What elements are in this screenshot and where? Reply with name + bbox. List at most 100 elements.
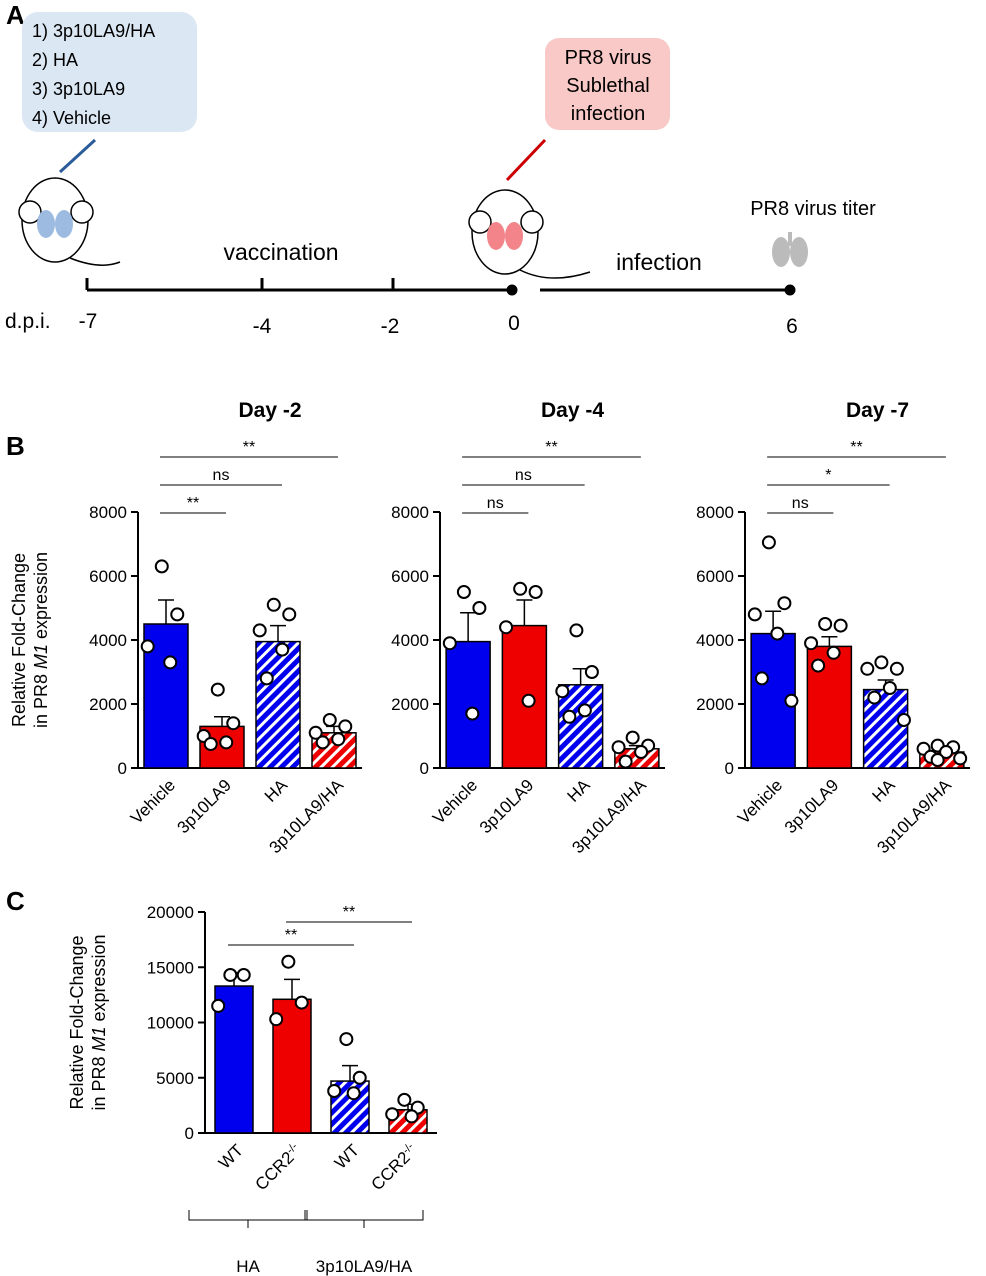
data-point — [833, 618, 848, 633]
error-bar — [158, 599, 174, 624]
significance-label: ** — [343, 904, 355, 921]
error-bar — [460, 612, 477, 642]
chart-title: Day -4 — [541, 399, 604, 422]
group-label: 1) 3p10LA9/HA — [32, 21, 155, 41]
y-tick-label: 6000 — [696, 567, 734, 586]
significance-label: ** — [545, 439, 557, 456]
data-point — [528, 585, 543, 599]
data-point — [315, 735, 330, 750]
y-tick-label: 5000 — [156, 1069, 194, 1088]
data-point — [811, 658, 826, 673]
data-point — [163, 655, 178, 670]
x-tick-label: CCR2-/- — [368, 1140, 422, 1194]
y-tick-label: 10000 — [147, 1014, 194, 1033]
infection-box — [545, 38, 670, 130]
panel-label: C — [6, 886, 25, 916]
y-axis-label: Relative Fold-Change — [67, 935, 87, 1109]
data-point — [203, 737, 218, 751]
data-point — [223, 967, 238, 982]
data-point — [867, 690, 882, 705]
group-bracket — [304, 1210, 424, 1228]
data-point — [618, 754, 633, 769]
group-box — [22, 12, 197, 132]
data-point — [584, 665, 599, 679]
chart-title: Day -2 — [238, 399, 301, 422]
x-tick-label: HA — [869, 775, 900, 806]
group-label: 3p10LA9/HA — [316, 1257, 413, 1276]
data-point — [322, 713, 337, 727]
y-tick-label: 20000 — [147, 903, 194, 922]
y-tick-label: 6000 — [391, 567, 429, 586]
significance-label: ns — [792, 495, 809, 512]
data-point — [282, 607, 297, 622]
data-point — [625, 730, 640, 745]
day-label: -4 — [253, 315, 272, 338]
error-bar — [821, 636, 838, 647]
data-point — [327, 1084, 342, 1099]
error-bar — [516, 599, 533, 626]
x-tick-label: Vehicle — [734, 776, 786, 828]
mouse-infection — [468, 138, 591, 279]
x-tick-label: 3p10LA9 — [173, 776, 235, 838]
y-tick-label: 0 — [725, 759, 734, 778]
y-tick-label: 4000 — [696, 631, 734, 650]
y-tick-label: 8000 — [391, 503, 429, 522]
significance-label: ** — [187, 495, 199, 512]
significance-label: ** — [285, 927, 297, 944]
timeline — [85, 278, 796, 296]
infection-label: PR8 virus — [565, 47, 652, 69]
data-point — [874, 655, 889, 670]
data-point — [569, 623, 584, 638]
data-point — [170, 607, 185, 622]
x-tick-label: WT — [215, 1141, 247, 1173]
data-point — [860, 661, 875, 676]
data-point — [404, 1109, 419, 1124]
x-tick-label: Vehicle — [127, 776, 179, 828]
significance-label: ** — [850, 439, 862, 456]
data-point — [521, 693, 536, 708]
data-point — [896, 713, 911, 727]
data-point — [882, 681, 897, 695]
data-point — [784, 693, 799, 708]
y-tick-label: 2000 — [391, 695, 429, 714]
y-axis-label: Relative Fold-Change — [9, 553, 29, 727]
infection-label: Sublethal — [566, 75, 649, 97]
day-label: 0 — [508, 312, 520, 335]
significance-label: ** — [243, 439, 255, 456]
x-tick-label: HA — [261, 775, 292, 806]
lung-icon — [772, 232, 808, 267]
data-point — [939, 745, 954, 759]
data-point — [456, 585, 471, 599]
data-point — [465, 706, 480, 721]
y-tick-label: 2000 — [89, 695, 127, 714]
timeline-label: d.p.i. — [5, 310, 51, 333]
y-axis-label-part: in PR8 — [31, 674, 51, 728]
data-point — [499, 620, 514, 635]
data-point — [259, 671, 274, 686]
y-tick-label: 0 — [185, 1124, 194, 1143]
day-label: 6 — [786, 315, 798, 338]
day-label: -2 — [381, 315, 400, 338]
x-tick-label: CCR2-/- — [252, 1140, 306, 1194]
error-bar — [284, 978, 300, 1000]
data-point — [761, 535, 776, 550]
panel-label: B — [6, 431, 25, 461]
data-point — [154, 559, 169, 574]
data-point — [555, 684, 570, 699]
group-label: HA — [236, 1257, 260, 1276]
data-point — [210, 682, 225, 697]
data-point — [252, 623, 267, 638]
day-label: -7 — [79, 310, 98, 333]
data-point — [219, 735, 234, 750]
x-tick-label: Vehicle — [429, 776, 481, 828]
data-point — [442, 636, 457, 651]
data-point — [889, 661, 904, 676]
phase-label: vaccination — [223, 239, 338, 265]
data-point — [953, 751, 968, 766]
significance-label: ns — [515, 467, 532, 484]
x-tick-label: 3p10LA9 — [781, 776, 843, 838]
y-tick-label: 6000 — [89, 567, 127, 586]
y-tick-label: 8000 — [89, 503, 127, 522]
readout-label: PR8 virus titer — [750, 198, 876, 220]
